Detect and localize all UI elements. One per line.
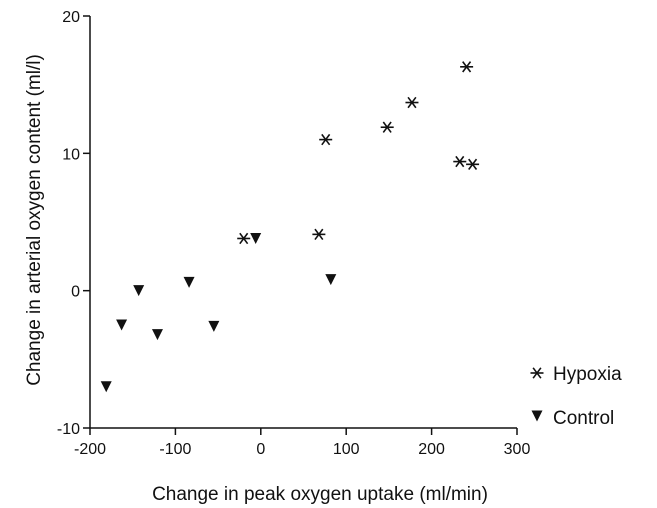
y-tick-label: -10 [57, 421, 80, 438]
control-point [250, 232, 262, 244]
hypoxia-point [405, 96, 419, 109]
y-axis-title: Change in arterial oxygen content (ml/l) [24, 54, 45, 386]
hypoxia-point [319, 133, 333, 146]
axes [89, 16, 517, 429]
legend-marker-control [531, 410, 543, 422]
y-tick-label: 0 [71, 284, 80, 301]
control-point [133, 285, 145, 297]
x-tick-label: -200 [74, 441, 106, 458]
hypoxia-point [380, 121, 394, 133]
control-point [151, 329, 163, 341]
y-ticks: -10 0 10 20 [57, 9, 90, 438]
x-tick-label: 0 [256, 441, 265, 458]
control-point [208, 320, 220, 332]
x-tick-label: 200 [418, 441, 445, 458]
x-tick-label: 100 [333, 441, 360, 458]
control-point [325, 274, 337, 286]
hypoxia-point [312, 228, 326, 241]
legend-marker-hypoxia [530, 367, 544, 379]
hypoxia-point [237, 232, 251, 245]
control-point [100, 381, 112, 393]
x-tick-label: -100 [159, 441, 191, 458]
data-points [100, 61, 480, 393]
x-axis-title: Change in peak oxygen uptake (ml/min) [152, 484, 488, 505]
hypoxia-point [453, 155, 467, 168]
y-tick-label: 20 [62, 9, 80, 26]
y-tick-label: 10 [62, 146, 80, 163]
control-point [183, 276, 195, 288]
legend-label: Hypoxia [553, 364, 622, 385]
legend: Hypoxia Control [530, 364, 622, 429]
x-tick-label: 300 [504, 441, 531, 458]
x-ticks: -200 -100 0 100 200 300 [74, 428, 530, 458]
legend-label: Control [553, 408, 614, 429]
hypoxia-point [466, 158, 480, 171]
hypoxia-point [460, 61, 474, 73]
control-point [116, 319, 128, 331]
